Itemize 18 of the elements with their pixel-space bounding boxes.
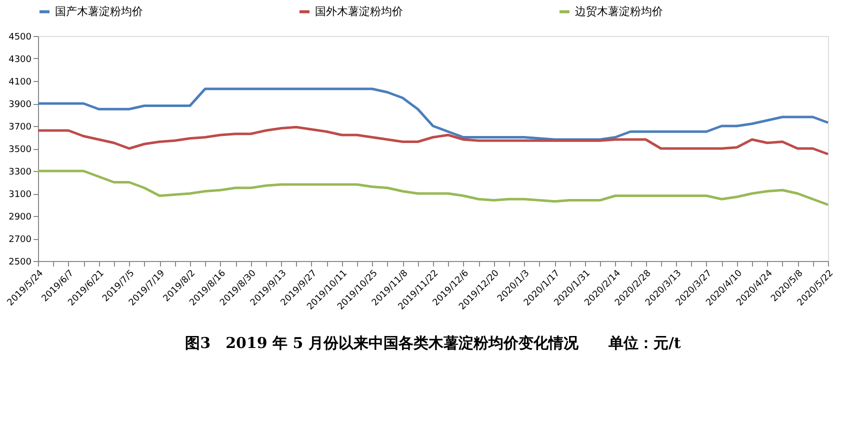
- y-tick-label: 2500: [8, 258, 32, 268]
- y-tick-label: 4300: [8, 55, 32, 65]
- text: 图3 2019 年 5 月份以来中国各类木薯淀粉均价变化情况 单位：元/t: [185, 334, 681, 352]
- legend-label: 国外木薯淀粉均价: [315, 4, 403, 18]
- y-tick-label: 3100: [8, 190, 32, 200]
- y-tick-label: 3900: [8, 100, 32, 110]
- legend-label: 国产木薯淀粉均价: [55, 4, 143, 18]
- y-tick-label: 2900: [8, 212, 32, 222]
- line-series: [36, 126, 830, 156]
- y-tick-label: 3700: [8, 122, 32, 132]
- y-tick-label: 3300: [8, 168, 32, 178]
- y-tick-label: 4500: [8, 32, 32, 42]
- legend-label: 边贸木薯淀粉均价: [575, 4, 663, 18]
- line-series: [36, 170, 830, 206]
- y-tick-label: 4100: [8, 78, 32, 88]
- y-tick-label: 2700: [8, 235, 32, 245]
- y-tick-label: 3500: [8, 145, 32, 155]
- line-series: [36, 88, 830, 141]
